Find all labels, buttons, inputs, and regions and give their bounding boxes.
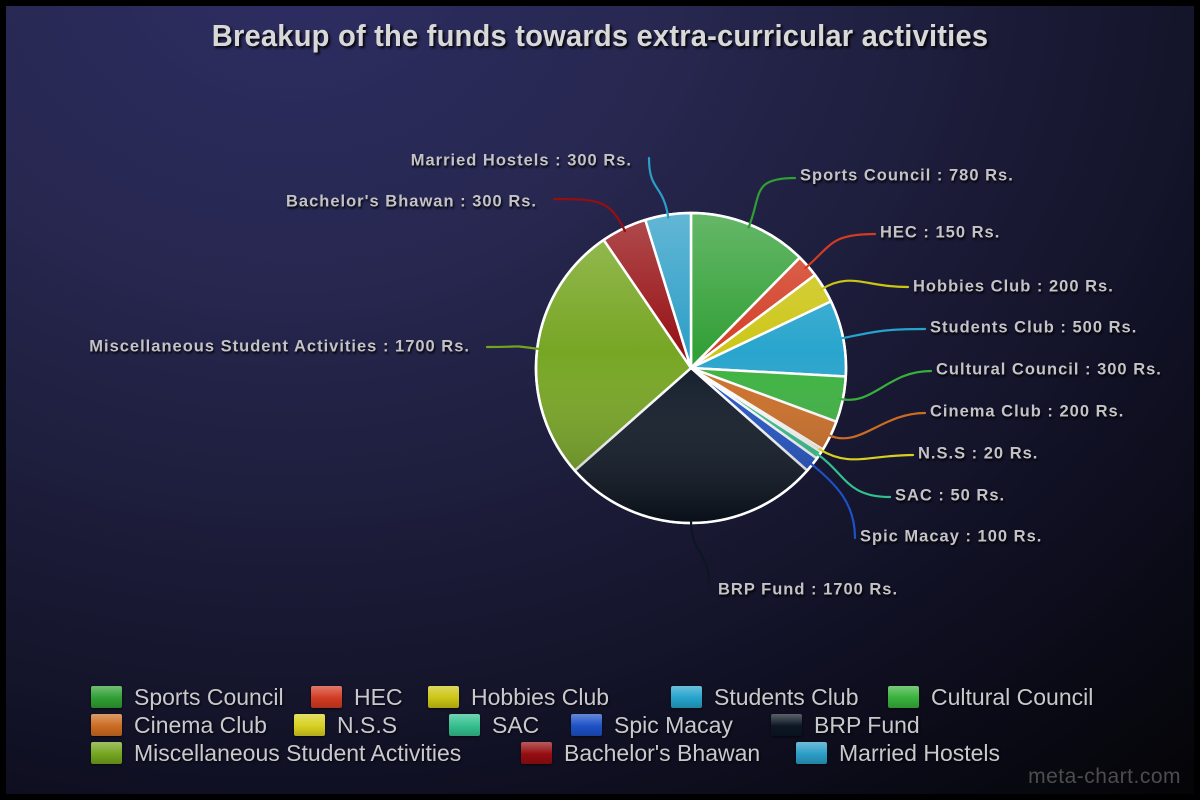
leader-line-brp-fund: [689, 518, 711, 586]
legend-item-cinema-club: Cinema Club: [91, 712, 267, 738]
legend-label-sac: SAC: [492, 712, 540, 738]
leader-line-miscellaneous-student-activities: [485, 345, 542, 351]
leader-line-n-s-s: [818, 448, 915, 461]
legend-item-cultural-council: Cultural Council: [888, 684, 1093, 710]
legend-label-cultural-council: Cultural Council: [931, 684, 1094, 710]
leader-line-hobbies-club: [820, 279, 910, 291]
callout-hec: HEC : 150 Rs.: [880, 223, 1001, 242]
legend-swatch-cultural-council: [888, 686, 919, 708]
legend-item-sac: SAC: [449, 712, 539, 738]
leader-line-students-club: [839, 327, 927, 340]
callout-sports-council: Sports Council : 780 Rs.: [800, 166, 1014, 185]
watermark: meta-chart.com: [1028, 765, 1181, 788]
legend-item-sports-council: Sports Council: [91, 684, 284, 710]
callout-cultural-council: Cultural Council : 300 Rs.: [936, 360, 1162, 379]
legend-item-hec: HEC: [311, 684, 403, 710]
legend-item-brp-fund: BRP Fund: [771, 712, 920, 738]
legend-item-miscellaneous-student-activities: Miscellaneous Student Activities: [91, 740, 461, 766]
callout-students-club: Students Club : 500 Rs.: [930, 318, 1138, 337]
legend-label-hobbies-club: Hobbies Club: [471, 684, 610, 710]
legend-item-spic-macay: Spic Macay: [571, 712, 733, 738]
legend-swatch-brp-fund: [771, 714, 802, 736]
legend-swatch-miscellaneous-student-activities: [91, 742, 122, 764]
leader-line-married-hostels: [647, 156, 670, 219]
legend-swatch-hec: [311, 686, 342, 708]
pie-gloss: [534, 211, 848, 525]
leader-line-spic-macay: [808, 461, 857, 540]
callout-hobbies-club: Hobbies Club : 200 Rs.: [913, 277, 1114, 296]
legend-swatch-cinema-club: [91, 714, 122, 736]
callout-miscellaneous-student-activities: Miscellaneous Student Activities : 1700 …: [89, 337, 470, 356]
callout-bachelor-s-bhawan: Bachelor's Bhawan : 300 Rs.: [285, 192, 537, 211]
leader-line-sac: [815, 452, 892, 499]
legend-item-married-hostels: Married Hostels: [796, 740, 1000, 766]
legend-item-hobbies-club: Hobbies Club: [428, 684, 609, 710]
legend-label-spic-macay: Spic Macay: [614, 712, 733, 738]
callout-cinema-club: Cinema Club : 200 Rs.: [930, 402, 1125, 421]
callout-n-s-s: N.S.S : 20 Rs.: [918, 444, 1039, 463]
legend-swatch-students-club: [671, 686, 702, 708]
legend-swatch-sac: [449, 714, 480, 736]
legend-label-students-club: Students Club: [714, 684, 859, 710]
leader-line-hec: [804, 232, 877, 270]
legend-label-cinema-club: Cinema Club: [134, 712, 267, 738]
legend-item-students-club: Students Club: [671, 684, 858, 710]
legend-item-bachelor-s-bhawan: Bachelor's Bhawan: [521, 740, 760, 766]
pie-chart: [485, 156, 933, 586]
legend-item-n-s-s: N.S.S: [294, 712, 397, 738]
legend-swatch-bachelor-s-bhawan: [521, 742, 552, 764]
leader-line-cinema-club: [826, 411, 927, 440]
legend-swatch-hobbies-club: [428, 686, 459, 708]
legend-label-married-hostels: Married Hostels: [839, 740, 1001, 766]
legend-label-brp-fund: BRP Fund: [814, 712, 920, 738]
legend-label-n-s-s: N.S.S: [337, 712, 398, 738]
leader-line-cultural-council: [838, 369, 933, 401]
legend-swatch-spic-macay: [571, 714, 602, 736]
legend-swatch-sports-council: [91, 686, 122, 708]
chart-title: Breakup of the funds towards extra-curri…: [211, 18, 989, 53]
legend-swatch-n-s-s: [294, 714, 325, 736]
legend-label-miscellaneous-student-activities: Miscellaneous Student Activities: [134, 740, 462, 766]
legend-label-sports-council: Sports Council: [134, 684, 284, 710]
legend-swatch-married-hostels: [796, 742, 827, 764]
callout-brp-fund: BRP Fund : 1700 Rs.: [718, 580, 899, 599]
legend-label-hec: HEC: [354, 684, 403, 710]
callout-married-hostels: Married Hostels : 300 Rs.: [410, 151, 632, 170]
callout-sac: SAC : 50 Rs.: [895, 486, 1006, 505]
leader-line-sports-council: [747, 176, 797, 229]
legend-label-bachelor-s-bhawan: Bachelor's Bhawan: [564, 740, 761, 766]
leader-line-bachelor-s-bhawan: [552, 197, 627, 233]
callout-spic-macay: Spic Macay : 100 Rs.: [860, 527, 1043, 546]
